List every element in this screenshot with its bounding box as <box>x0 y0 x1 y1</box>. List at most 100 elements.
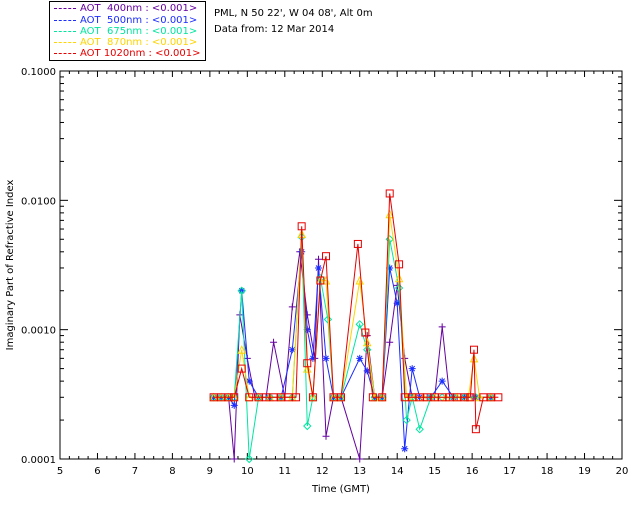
data-point <box>230 401 238 409</box>
x-tick-label: 7 <box>132 466 138 477</box>
data-point <box>393 299 401 307</box>
data-point <box>288 346 296 354</box>
series <box>210 248 495 453</box>
data-point <box>316 276 325 285</box>
y-axis: 0.0001 0.0010 0.0100 0.1000 <box>21 67 622 466</box>
legend-item-675: AOT 675nm : <0.001> <box>54 26 197 38</box>
data-point <box>309 354 317 362</box>
y-tick-label: 0.0010 <box>21 326 56 337</box>
legend-item-1020: AOT 1020nm : <0.001> <box>54 48 200 60</box>
legend-item-870: AOT 870nm : <0.001> <box>54 37 197 49</box>
data-point <box>245 393 254 402</box>
data-point <box>385 209 395 219</box>
legend-swatch <box>54 19 76 21</box>
data-point <box>363 345 372 354</box>
series-line <box>213 237 491 460</box>
data-point <box>394 283 404 293</box>
site-location: PML, N 50 22', W 04 08', Alt 0m <box>214 8 373 19</box>
data-point <box>470 345 479 354</box>
data-point <box>415 424 424 434</box>
x-tick-label: 16 <box>466 466 479 477</box>
legend-label: AOT 870nm : <0.001> <box>80 37 198 48</box>
x-tick-label: 18 <box>541 466 554 477</box>
x-tick-label: 19 <box>578 466 591 477</box>
data-point <box>460 393 469 402</box>
y-tick-label: 0.0100 <box>21 196 56 207</box>
data-point <box>230 393 239 402</box>
data-point <box>438 323 446 331</box>
data-point <box>322 354 330 362</box>
y-tick-label: 0.1000 <box>21 67 56 78</box>
data-point <box>356 354 364 362</box>
x-tick-label: 9 <box>207 466 213 477</box>
legend-item-400: AOT 400nm : <0.001> <box>54 3 197 15</box>
data-point <box>385 189 394 198</box>
y-axis-label: Imaginary Part of Refractive Index <box>5 180 16 351</box>
data-point <box>355 320 364 329</box>
series-line <box>213 251 491 460</box>
data-point <box>337 393 345 402</box>
x-tick-label: 12 <box>316 466 329 477</box>
data-point <box>363 367 371 375</box>
data-point <box>302 363 312 373</box>
x-tick-label: 13 <box>353 466 366 477</box>
data-point <box>438 377 446 385</box>
x-axis-label: Time (GMT) <box>311 484 370 495</box>
data-point <box>402 415 411 425</box>
data-point <box>353 239 362 248</box>
legend-swatch <box>54 52 76 54</box>
legend: AOT 400nm : <0.001> AOT 500nm : <0.001> … <box>49 1 206 61</box>
data-point <box>356 455 364 463</box>
data-point <box>395 260 404 269</box>
data-point <box>303 326 311 334</box>
data-point <box>378 393 387 402</box>
series <box>209 209 496 402</box>
data-point <box>315 255 323 263</box>
data-point <box>230 455 238 463</box>
data-point <box>308 393 317 402</box>
data-point <box>385 235 394 244</box>
x-tick-label: 11 <box>278 466 291 477</box>
data-point <box>322 432 330 440</box>
legend-swatch <box>54 30 76 32</box>
data-point <box>386 338 394 346</box>
x-tick-label: 10 <box>241 466 254 477</box>
data-point <box>401 445 409 453</box>
data-point <box>323 315 333 324</box>
x-tick-label: 20 <box>616 466 629 477</box>
data-point <box>466 393 475 402</box>
legend-item-500: AOT 500nm : <0.001> <box>54 15 197 27</box>
x-tick-label: 5 <box>57 466 63 477</box>
legend-label: AOT 675nm : <0.001> <box>80 26 198 37</box>
series-layer <box>209 189 503 464</box>
x-tick-label: 6 <box>94 466 100 477</box>
data-point <box>288 303 296 311</box>
series <box>209 189 503 434</box>
data-point <box>322 252 331 261</box>
data-date: Data from: 12 Mar 2014 <box>214 24 335 35</box>
data-point <box>237 364 246 373</box>
data-point <box>368 393 377 402</box>
y-tick-label: 0.0001 <box>21 455 56 466</box>
data-point <box>237 286 246 295</box>
data-point <box>237 345 247 354</box>
data-point <box>315 264 323 272</box>
data-point <box>303 421 312 431</box>
x-axis: 5 6 7 8 9 10 11 12 13 14 15 16 17 18 19 20 <box>57 71 629 477</box>
x-tick-label: 8 <box>169 466 175 477</box>
legend-label: AOT 400nm : <0.001> <box>80 3 198 14</box>
data-point <box>224 393 233 402</box>
data-point <box>245 377 253 385</box>
x-tick-label: 15 <box>428 466 441 477</box>
data-point <box>297 222 306 231</box>
data-point <box>494 393 503 402</box>
data-point <box>270 338 278 346</box>
data-point <box>292 393 301 402</box>
legend-label: AOT 500nm : <0.001> <box>80 15 198 26</box>
data-point <box>394 273 404 283</box>
data-point <box>361 328 370 337</box>
data-point <box>408 365 416 373</box>
site-info: PML, N 50 22', W 04 08', Alt 0m Data fro… <box>214 6 373 38</box>
legend-swatch <box>54 41 76 43</box>
